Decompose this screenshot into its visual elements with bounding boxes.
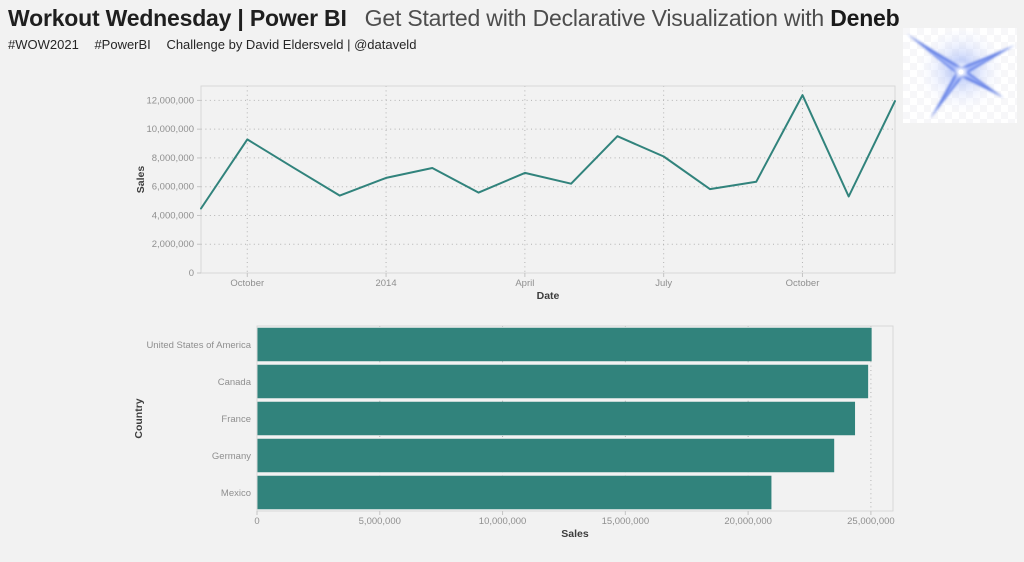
line-plot-border xyxy=(200,85,896,274)
category-label: Mexico xyxy=(221,488,251,499)
y-tick-label: 4,000,000 xyxy=(152,210,194,221)
y-tick-label: 12,000,000 xyxy=(146,95,194,106)
title-line: Workout Wednesday | Power BI Get Started … xyxy=(8,4,900,32)
deneb-logo xyxy=(903,28,1017,123)
category-label: France xyxy=(221,414,251,425)
x-tick-label: April xyxy=(515,278,534,289)
y-tick-label: 10,000,000 xyxy=(146,124,194,135)
x-tick-label: 2014 xyxy=(375,278,396,289)
page-subtitle: Get Started with Declarative Visualizati… xyxy=(364,5,831,31)
country-bars: United States of America Canada France Germ… xyxy=(146,327,872,510)
x-tick-label: 15,000,000 xyxy=(602,516,650,527)
bar-germany xyxy=(257,438,835,473)
tags-line: #WOW2021 #PowerBI Challenge by David Eld… xyxy=(8,37,900,52)
line-axes: 0 2,000,000 4,000,000 6,000,000 8,000,000 10,… xyxy=(135,95,819,302)
category-label: United States of America xyxy=(146,340,251,351)
subtitle-deneb: Deneb xyxy=(830,5,900,31)
bar-chart-svg: United States of America Canada France Germ… xyxy=(133,325,895,540)
y-tick-label: 6,000,000 xyxy=(152,182,194,193)
sales-by-date-line-chart: 0 2,000,000 4,000,000 6,000,000 8,000,000 10,… xyxy=(130,70,920,310)
bar-mexico xyxy=(257,475,772,510)
x-tick-label: 5,000,000 xyxy=(359,516,401,527)
hashtag-wow2021: #WOW2021 xyxy=(8,37,79,52)
report-header: Workout Wednesday | Power BI Get Started … xyxy=(8,4,900,52)
x-tick-label: 0 xyxy=(254,516,259,527)
bar-united-states-of-america xyxy=(257,327,872,362)
line-chart-svg: 0 2,000,000 4,000,000 6,000,000 8,000,000 10,… xyxy=(135,85,896,302)
line-gridlines xyxy=(201,86,895,274)
y-tick-label: 2,000,000 xyxy=(152,239,194,250)
x-tick-label: July xyxy=(655,278,672,289)
x-tick-label: October xyxy=(230,278,264,289)
y-axis-title: Sales xyxy=(135,166,147,194)
y-axis-title: Country xyxy=(133,398,145,438)
page-title: Workout Wednesday | Power BI xyxy=(8,5,347,31)
y-tick-label: 8,000,000 xyxy=(152,153,194,164)
bar-canada xyxy=(257,364,869,399)
x-tick-label: 25,000,000 xyxy=(847,516,895,527)
sales-line-series xyxy=(200,94,896,210)
x-tick-label: 20,000,000 xyxy=(724,516,772,527)
sales-by-country-bar-chart: United States of America Canada France Germ… xyxy=(130,320,920,555)
hashtag-powerbi: #PowerBI xyxy=(94,37,151,52)
category-label: Germany xyxy=(212,451,251,462)
category-label: Canada xyxy=(218,377,252,388)
bar-france xyxy=(257,401,856,436)
deneb-star-icon xyxy=(907,30,1015,119)
x-tick-label: October xyxy=(786,278,820,289)
y-tick-label: 0 xyxy=(189,268,194,279)
bar-plot-border xyxy=(256,325,894,512)
x-axis-title: Date xyxy=(537,290,560,302)
x-axis-title: Sales xyxy=(561,528,589,540)
x-tick-label: 10,000,000 xyxy=(479,516,527,527)
bar-axes: 0 5,000,000 10,000,000 15,000,000 20,000,000… xyxy=(133,398,895,540)
credit-text: Challenge by David Eldersveld | @datavel… xyxy=(166,37,417,52)
